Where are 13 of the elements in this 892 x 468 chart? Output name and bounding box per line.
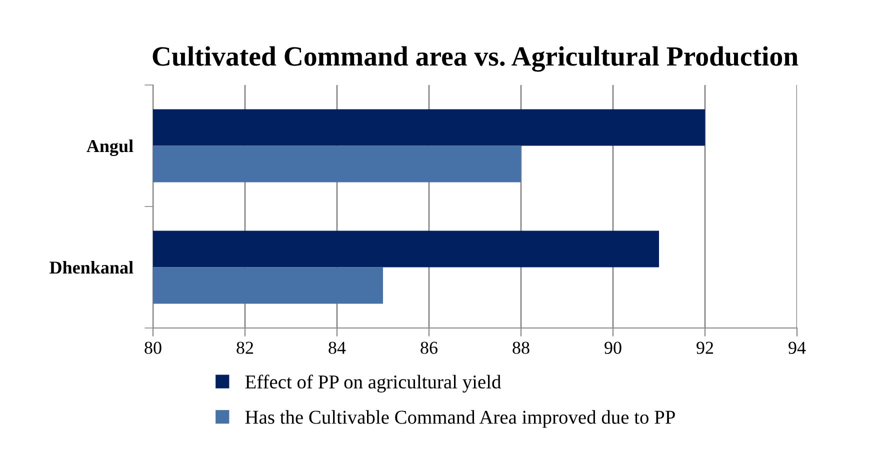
- x-tick-label: 90: [604, 342, 622, 354]
- chart-title: Cultivated Command area vs. Agricultural Production: [152, 46, 798, 72]
- x-tick-label: 92: [696, 342, 714, 354]
- x-tick-label: 84: [328, 342, 346, 354]
- x-tick-label: 88: [512, 342, 530, 354]
- y-tick-label: Angul: [86, 139, 134, 156]
- x-tick-label: 94: [788, 342, 806, 354]
- legend-label: Has the Cultivable Command Area improved due to PP: [245, 410, 675, 428]
- y-tick-label: Dhenkanal: [50, 260, 134, 274]
- x-tick-label: 82: [236, 342, 254, 354]
- legend-label: Effect of PP on agricultural yield: [245, 374, 502, 393]
- x-tick-label: 80: [144, 342, 162, 354]
- x-tick-label: 86: [420, 342, 438, 354]
